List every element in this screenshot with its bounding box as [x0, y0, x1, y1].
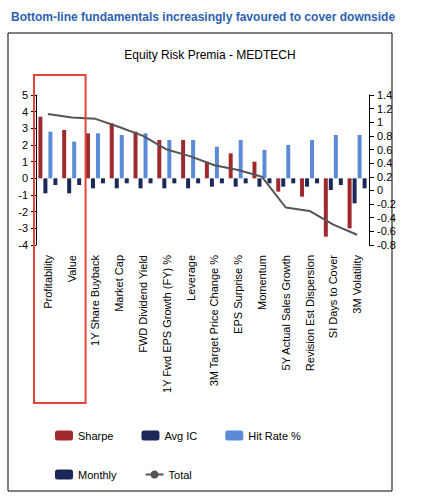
- svg-text:Sharpe: Sharpe: [78, 430, 113, 442]
- svg-text:Market Cap: Market Cap: [113, 255, 125, 312]
- svg-text:0.6: 0.6: [377, 144, 392, 156]
- svg-text:-3: -3: [18, 222, 28, 234]
- svg-text:Value: Value: [66, 255, 78, 282]
- svg-text:Avg IC: Avg IC: [164, 430, 197, 442]
- svg-text:1: 1: [377, 116, 383, 128]
- svg-text:EPS Surprise %: EPS Surprise %: [232, 255, 244, 334]
- svg-text:1.2: 1.2: [377, 103, 392, 115]
- svg-text:FWD Dividend Yield: FWD Dividend Yield: [137, 255, 149, 353]
- svg-text:3M Target Price Change %: 3M Target Price Change %: [208, 255, 220, 386]
- svg-text:5: 5: [22, 89, 28, 101]
- svg-text:0.4: 0.4: [377, 157, 392, 169]
- svg-text:1: 1: [22, 156, 28, 168]
- svg-text:1Y Fwd EPS Growth (FY) %: 1Y Fwd EPS Growth (FY) %: [161, 255, 173, 393]
- svg-text:SI Days to Cover: SI Days to Cover: [327, 255, 339, 338]
- svg-text:Bottom-line fundamentals incre: Bottom-line fundamentals increasingly fa…: [11, 10, 395, 24]
- svg-text:1Y Share Buyback: 1Y Share Buyback: [89, 255, 101, 346]
- svg-text:3M Volatility: 3M Volatility: [351, 255, 363, 314]
- svg-text:0: 0: [22, 172, 28, 184]
- svg-text:5Y Actual Sales Growth: 5Y Actual Sales Growth: [280, 255, 292, 370]
- svg-text:4: 4: [22, 106, 28, 118]
- svg-text:-0.8: -0.8: [377, 239, 396, 251]
- svg-text:-1: -1: [18, 189, 28, 201]
- svg-text:0.8: 0.8: [377, 130, 392, 142]
- svg-text:0: 0: [377, 184, 383, 196]
- svg-text:-4: -4: [18, 239, 28, 251]
- svg-text:-0.6: -0.6: [377, 225, 396, 237]
- svg-text:3: 3: [22, 122, 28, 134]
- svg-text:Revision Est Dispersion: Revision Est Dispersion: [304, 255, 316, 371]
- svg-text:Leverage: Leverage: [185, 255, 197, 301]
- svg-text:Momentum: Momentum: [256, 255, 268, 310]
- svg-text:Profitability: Profitability: [42, 255, 54, 309]
- svg-text:2: 2: [22, 139, 28, 151]
- svg-text:Hit Rate %: Hit Rate %: [248, 430, 301, 442]
- svg-text:-0.4: -0.4: [377, 212, 396, 224]
- svg-text:0.2: 0.2: [377, 171, 392, 183]
- svg-text:Total: Total: [169, 469, 192, 481]
- svg-text:-2: -2: [18, 206, 28, 218]
- svg-text:Equity Risk Premia - MEDTECH: Equity Risk Premia - MEDTECH: [124, 48, 295, 62]
- svg-text:-0.2: -0.2: [377, 198, 396, 210]
- svg-text:Monthly: Monthly: [78, 469, 117, 481]
- svg-text:1.4: 1.4: [377, 89, 392, 101]
